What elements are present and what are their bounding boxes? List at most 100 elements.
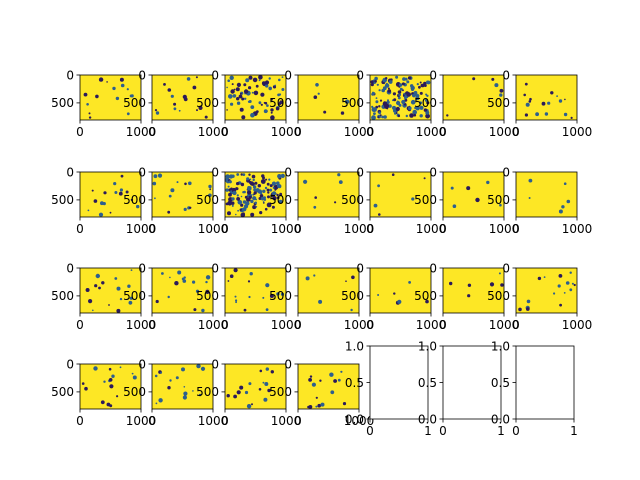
blob — [397, 90, 402, 94]
blob — [543, 276, 546, 278]
blob — [189, 206, 192, 209]
blob — [263, 397, 268, 402]
blob-group — [152, 173, 212, 214]
y-tick-label: 500 — [414, 193, 437, 207]
y-tick-label: 0 — [138, 261, 146, 275]
blob — [253, 90, 259, 96]
blob — [393, 292, 396, 295]
blob — [243, 190, 246, 194]
blob — [274, 84, 277, 87]
blob — [259, 194, 264, 198]
blob — [270, 370, 274, 374]
blob — [467, 283, 472, 287]
blob — [274, 188, 277, 191]
image-background — [152, 75, 213, 120]
blob — [281, 76, 284, 78]
blob — [569, 288, 573, 292]
x-tick-label: 1000 — [271, 414, 302, 428]
blob — [195, 289, 200, 293]
blob — [161, 272, 164, 275]
blob — [314, 196, 318, 199]
blob — [268, 77, 271, 80]
y-tick-label: 500 — [269, 289, 292, 303]
blob — [240, 212, 246, 218]
blob — [378, 111, 382, 115]
blob — [167, 210, 171, 214]
blob — [239, 208, 242, 211]
blob — [103, 380, 106, 383]
y-tick-label: 0 — [429, 261, 437, 275]
y-tick-label: 1.0 — [418, 339, 437, 353]
blob — [573, 283, 576, 287]
blob — [228, 180, 232, 184]
blob — [425, 93, 428, 96]
y-tick-label: 0 — [284, 357, 292, 371]
axes-frame — [369, 74, 432, 121]
x-tick-label: 0 — [148, 222, 156, 236]
blob — [174, 281, 179, 286]
blob — [152, 181, 157, 186]
blob-group — [523, 82, 573, 119]
blob — [95, 94, 99, 99]
blob — [98, 77, 104, 82]
blob — [398, 93, 401, 97]
blob — [120, 83, 125, 88]
blob — [205, 280, 208, 284]
blob — [338, 180, 343, 185]
y-tick-label: 0 — [66, 357, 74, 371]
blob — [170, 94, 174, 98]
blob — [81, 382, 85, 385]
blob — [385, 77, 388, 80]
blob — [393, 107, 396, 111]
blob — [378, 213, 381, 216]
blob — [561, 205, 565, 209]
axes-frame — [442, 74, 505, 121]
blob — [395, 75, 399, 79]
axes-frame — [79, 74, 142, 121]
blob — [228, 94, 233, 99]
image-background — [298, 364, 359, 409]
blob — [241, 115, 246, 120]
y-tick-label: 1.0 — [345, 339, 364, 353]
blob — [260, 92, 265, 97]
blob — [472, 77, 476, 81]
blob — [208, 184, 212, 189]
blob — [403, 92, 406, 95]
x-tick-label: 1000 — [562, 318, 593, 332]
blob — [370, 83, 374, 87]
x-tick-label: 1000 — [126, 414, 157, 428]
blob — [307, 405, 310, 409]
blob — [308, 378, 312, 382]
blob — [235, 187, 238, 190]
blob — [260, 179, 266, 184]
blob — [499, 203, 502, 207]
blob — [250, 199, 254, 204]
x-tick-label: 1000 — [198, 125, 229, 139]
blob — [192, 390, 194, 392]
blob — [184, 182, 187, 186]
blob — [450, 186, 454, 190]
blob — [558, 209, 563, 214]
blob — [372, 92, 376, 95]
image-background — [225, 364, 286, 409]
y-tick-label: 0 — [356, 165, 364, 179]
blob-group — [518, 271, 576, 312]
blob — [529, 97, 532, 101]
blob — [95, 273, 101, 279]
x-tick-label: 1000 — [344, 414, 375, 428]
subplot-r3c5: 0.00.51.00 1 — [418, 339, 505, 438]
blob — [392, 92, 396, 96]
x-tick-label: 0 — [512, 424, 520, 438]
x-tick-label: 0 — [512, 318, 520, 332]
blob — [188, 181, 192, 186]
blob — [396, 100, 399, 103]
blob — [313, 205, 317, 209]
subplot-r3c6: 0.00.51.00 1 — [491, 339, 578, 438]
x-tick-label: 0 — [76, 125, 84, 139]
blob — [240, 173, 243, 176]
y-tick-label: 500 — [51, 193, 74, 207]
x-tick-label: 0 — [221, 414, 229, 428]
